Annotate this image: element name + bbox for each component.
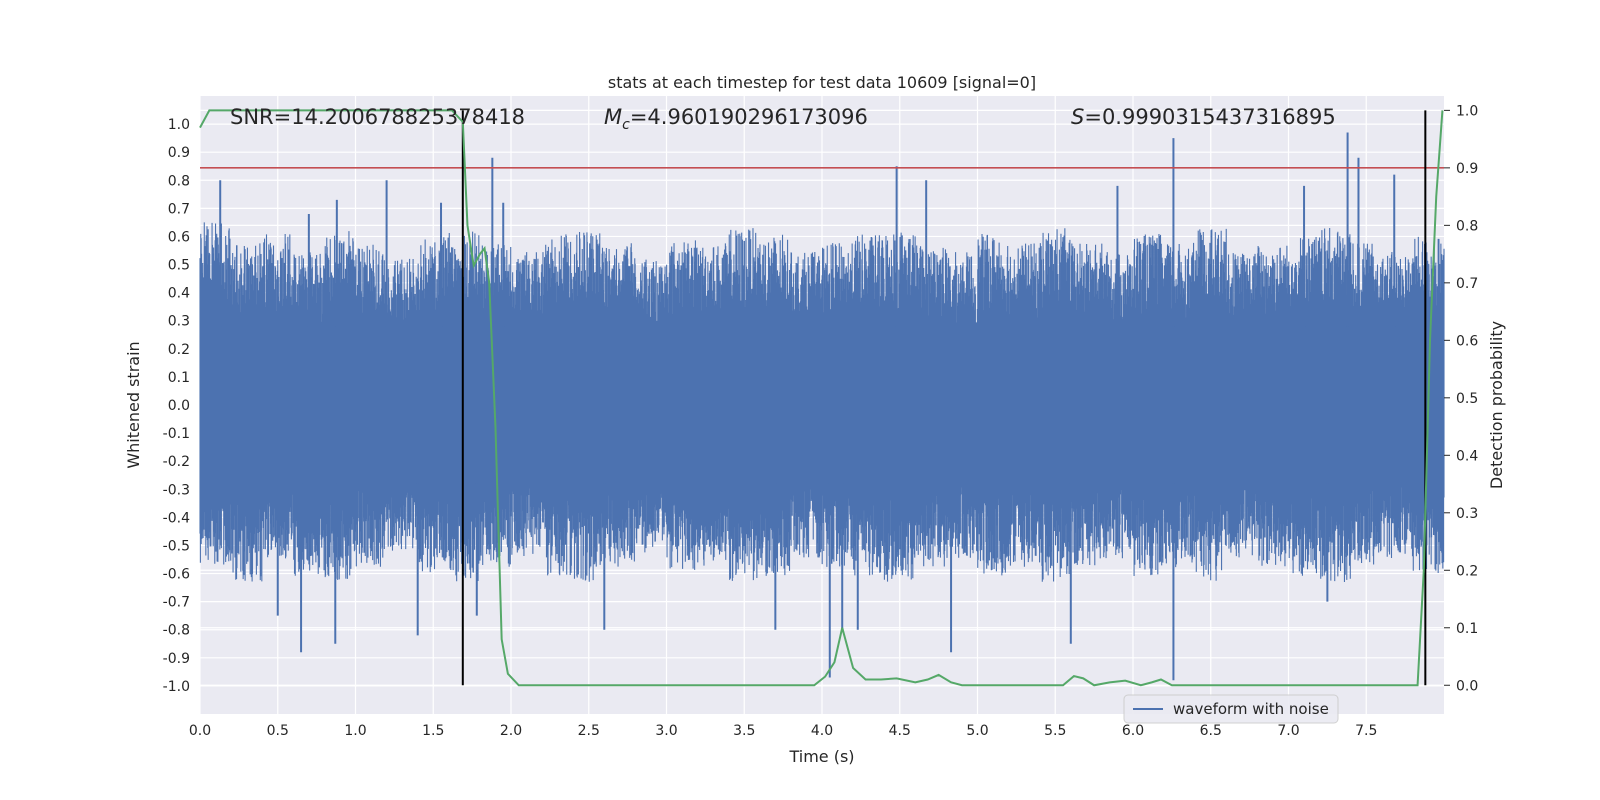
waveform-core: [200, 326, 1444, 484]
chirp-mass-value: =4.960190296173096: [630, 105, 868, 129]
y-tick-label: 0.8: [168, 173, 190, 189]
chirp-mass-annotation: Mc=4.960190296173096: [604, 105, 868, 133]
y-tick-label: -0.7: [163, 595, 190, 611]
y-tick-label: -0.4: [163, 510, 190, 526]
legend-label-waveform: waveform with noise: [1173, 700, 1329, 718]
y-tick-label: 0.6: [168, 229, 190, 245]
s-value: =0.9990315437316895: [1084, 105, 1335, 129]
y-tick-label: 1.0: [168, 117, 190, 133]
y-tick-label: -0.2: [163, 454, 190, 470]
y2-tick-label: 0.7: [1456, 276, 1478, 292]
y-tick-label: 0.1: [168, 370, 190, 386]
y-tick-label: 0.4: [168, 286, 190, 302]
y-tick-label: 0.3: [168, 314, 190, 330]
x-tick-label: 7.5: [1355, 723, 1377, 739]
waveform-series: [199, 132, 1445, 681]
x-tick-label: 0.0: [189, 723, 211, 739]
y2-tick-label: 0.2: [1456, 563, 1478, 579]
y2-tick-label: 0.8: [1456, 218, 1478, 234]
s-symbol: S: [1071, 105, 1084, 129]
y-tick-label: 0.5: [168, 258, 190, 274]
x-tick-label: 7.0: [1277, 723, 1299, 739]
y-tick-label: -0.1: [163, 426, 190, 442]
x-tick-label: 3.0: [655, 723, 677, 739]
y-tick-label: -0.3: [163, 482, 190, 498]
y2-axis-label: Detection probability: [1487, 321, 1506, 489]
overlay-lines: [199, 109, 1444, 687]
x-tick-label: 1.0: [344, 723, 366, 739]
x-tick-label: 5.0: [966, 723, 988, 739]
chart-title: stats at each timestep for test data 106…: [608, 73, 1036, 92]
x-tick-label: 5.5: [1044, 723, 1066, 739]
y2-tick-label: 1.0: [1456, 103, 1478, 119]
y-tick-label: -0.6: [163, 567, 190, 583]
y-tick-label: 0.0: [168, 398, 190, 414]
chirp-mass-subscript: c: [622, 117, 630, 133]
y-tick-label: -0.5: [163, 538, 190, 554]
y2-tick-label: 0.9: [1456, 161, 1478, 177]
x-tick-label: 0.5: [267, 723, 289, 739]
y2-tick-label: 0.5: [1456, 391, 1478, 407]
x-tick-label: 2.0: [500, 723, 522, 739]
legend: waveform with noise: [1123, 694, 1339, 724]
x-tick-label: 4.0: [811, 723, 833, 739]
x-tick-label: 2.5: [578, 723, 600, 739]
y2-tick-label: 0.1: [1456, 621, 1478, 637]
x-tick-label: 6.0: [1122, 723, 1144, 739]
snr-annotation: SNR=14.200678825378418: [230, 105, 525, 129]
y-tick-label: -0.9: [163, 651, 190, 667]
y-tick-label: -1.0: [163, 679, 190, 695]
y2-tick-label: 0.0: [1456, 678, 1478, 694]
y2-tick-label: 0.4: [1456, 448, 1478, 464]
y-axis-label: Whitened strain: [124, 341, 143, 468]
x-axis-label: Time (s): [788, 747, 854, 766]
x-tick-label: 6.5: [1200, 723, 1222, 739]
y-tick-label: 0.9: [168, 145, 190, 161]
s-annotation: S=0.9990315437316895: [1071, 105, 1336, 129]
y2-tick-label: 0.6: [1456, 333, 1478, 349]
axis-ticks: 0.0 0.5 1.0 1.5 2.0 2.5 3.0 3.5 4.0 4.5 5.0 5.5 6.0 6…: [163, 103, 1479, 739]
x-tick-label: 3.5: [733, 723, 755, 739]
detection-probability-line: [199, 109, 1444, 687]
legend-box: [1123, 694, 1339, 724]
chirp-mass-symbol: M: [604, 105, 622, 129]
y-tick-label: -0.8: [163, 623, 190, 639]
y-tick-label: 0.7: [168, 201, 190, 217]
x-tick-label: 1.5: [422, 723, 444, 739]
y-tick-label: 0.2: [168, 342, 190, 358]
y2-tick-label: 0.3: [1456, 506, 1478, 522]
x-tick-label: 4.5: [889, 723, 911, 739]
